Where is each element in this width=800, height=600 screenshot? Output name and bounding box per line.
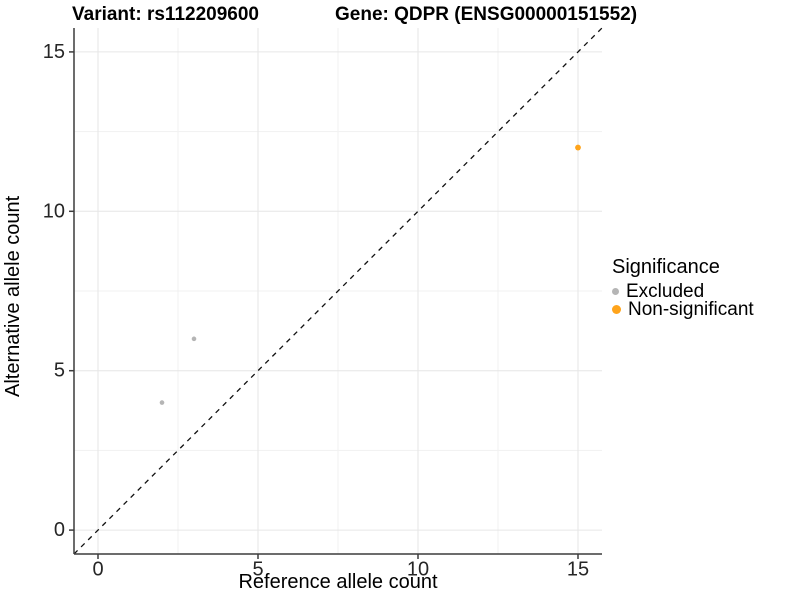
x-axis-label: Reference allele count — [238, 571, 438, 593]
x-tick-label: 5 — [252, 559, 263, 581]
x-tick-label: 0 — [92, 559, 103, 581]
y-tick-label: 5 — [54, 360, 65, 382]
x-tick-label: 15 — [567, 559, 589, 581]
legend: Significance Excluded Non-significant — [612, 256, 798, 319]
plot-title-gene: Gene: QDPR (ENSG00000151552) — [335, 4, 638, 25]
data-point-excluded — [159, 400, 165, 405]
legend-item-label: Excluded — [626, 281, 705, 302]
y-tick-label: 10 — [43, 200, 65, 222]
y-axis-label: Alternative allele count — [2, 195, 24, 397]
excluded-dot-icon — [612, 288, 619, 295]
data-point-excluded — [191, 336, 197, 342]
plot-title-variant: Variant: rs112209600 — [72, 4, 259, 25]
data-point-non-significant — [575, 144, 581, 151]
x-tick-label: 10 — [407, 559, 429, 581]
legend-title: Significance — [612, 256, 720, 278]
legend-item-excluded: Excluded — [612, 281, 798, 302]
legend-item-non-significant: Non-significant — [612, 299, 798, 320]
y-tick-label: 0 — [54, 519, 65, 541]
identity-line — [73, 27, 603, 555]
non-significant-dot-icon — [612, 305, 621, 314]
legend-item-label: Non-significant — [628, 299, 754, 320]
y-tick-label: 15 — [43, 41, 65, 63]
